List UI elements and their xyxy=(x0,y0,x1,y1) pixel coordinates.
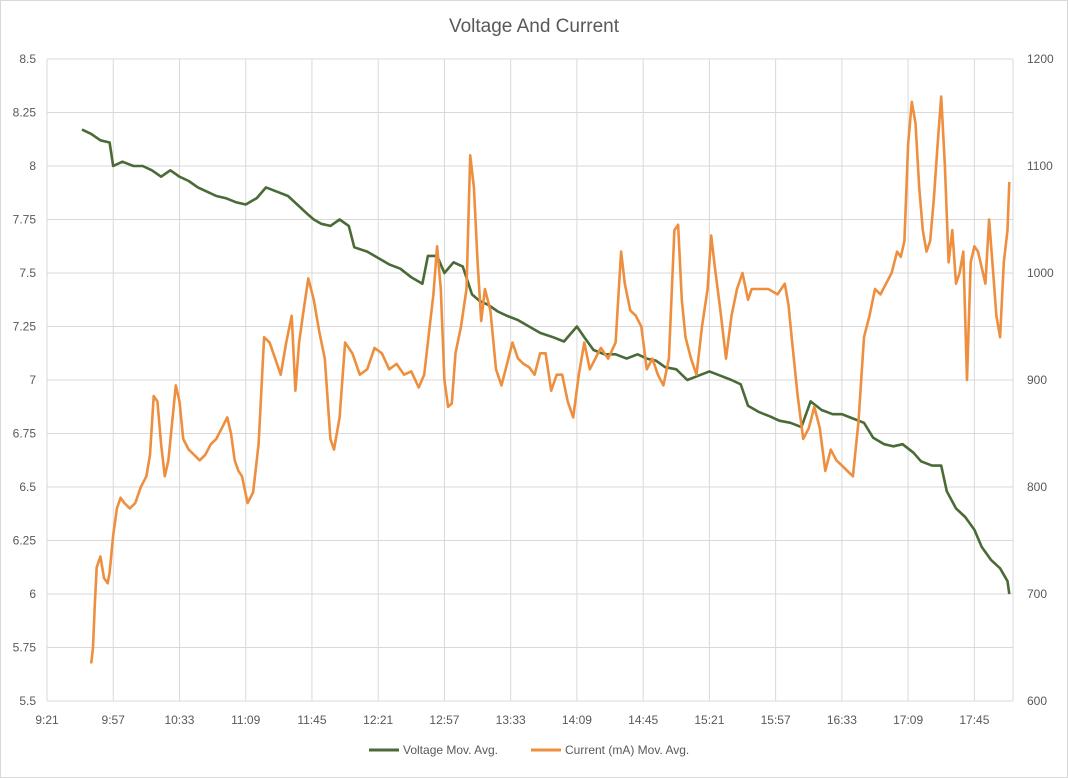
right-tick-label: 1000 xyxy=(1027,266,1054,280)
left-tick-label: 8.25 xyxy=(13,106,37,120)
left-tick-label: 6.5 xyxy=(19,480,36,494)
x-tick-label: 16:33 xyxy=(827,713,857,727)
left-tick-label: 7.25 xyxy=(13,320,37,334)
x-tick-label: 9:57 xyxy=(102,713,126,727)
legend-item-current: Current (mA) Mov. Avg. xyxy=(531,743,689,757)
left-tick-label: 8.5 xyxy=(19,52,36,66)
legend-label: Voltage Mov. Avg. xyxy=(403,743,498,757)
left-tick-label: 6.25 xyxy=(13,534,37,548)
right-tick-label: 600 xyxy=(1027,694,1047,708)
x-tick-label: 15:57 xyxy=(761,713,791,727)
x-axis-ticks: 9:21 9:57 10:33 11:09 11:45 12:21 12:57 13:33 14… xyxy=(35,713,989,727)
right-tick-label: 1100 xyxy=(1027,159,1053,173)
right-tick-label: 700 xyxy=(1027,587,1047,601)
gridlines xyxy=(46,58,1014,702)
x-tick-label: 17:45 xyxy=(959,713,989,727)
current-series-line xyxy=(89,95,1011,664)
x-tick-label: 14:45 xyxy=(628,713,658,727)
x-tick-label: 14:09 xyxy=(562,713,592,727)
right-tick-label: 900 xyxy=(1027,373,1047,387)
left-tick-label: 8 xyxy=(29,159,36,173)
chart-title: Voltage And Current xyxy=(448,16,620,37)
left-tick-label: 7 xyxy=(29,373,36,387)
right-axis-ticks: 600 700 800 900 1000 1100 1200 xyxy=(1027,52,1054,708)
left-tick-label: 5.75 xyxy=(13,641,37,655)
left-tick-label: 7.75 xyxy=(13,213,37,227)
x-tick-label: 12:21 xyxy=(363,713,393,727)
x-tick-label: 17:09 xyxy=(893,713,923,727)
left-tick-label: 7.5 xyxy=(19,266,36,280)
x-tick-label: 12:57 xyxy=(429,713,459,727)
x-tick-label: 11:45 xyxy=(297,713,326,727)
left-tick-label: 6 xyxy=(29,587,36,601)
series-layer xyxy=(81,95,1011,664)
x-tick-label: 11:09 xyxy=(231,713,260,727)
voltage-series-line xyxy=(81,128,1011,595)
legend: Voltage Mov. Avg. Current (mA) Mov. Avg. xyxy=(369,743,689,757)
legend-item-voltage: Voltage Mov. Avg. xyxy=(369,743,498,757)
x-tick-label: 9:21 xyxy=(35,713,59,727)
left-axis-ticks: 5.5 5.75 6 6.25 6.5 6.75 7 7.25 7.5 7.75 8 8.25 8.5 xyxy=(13,52,37,708)
legend-label: Current (mA) Mov. Avg. xyxy=(565,743,689,757)
left-tick-label: 5.5 xyxy=(19,694,36,708)
left-tick-label: 6.75 xyxy=(13,427,37,441)
x-tick-label: 10:33 xyxy=(164,713,194,727)
right-tick-label: 1200 xyxy=(1027,52,1054,66)
right-tick-label: 800 xyxy=(1027,480,1047,494)
x-tick-label: 13:33 xyxy=(496,713,526,727)
x-tick-label: 15:21 xyxy=(694,713,724,727)
